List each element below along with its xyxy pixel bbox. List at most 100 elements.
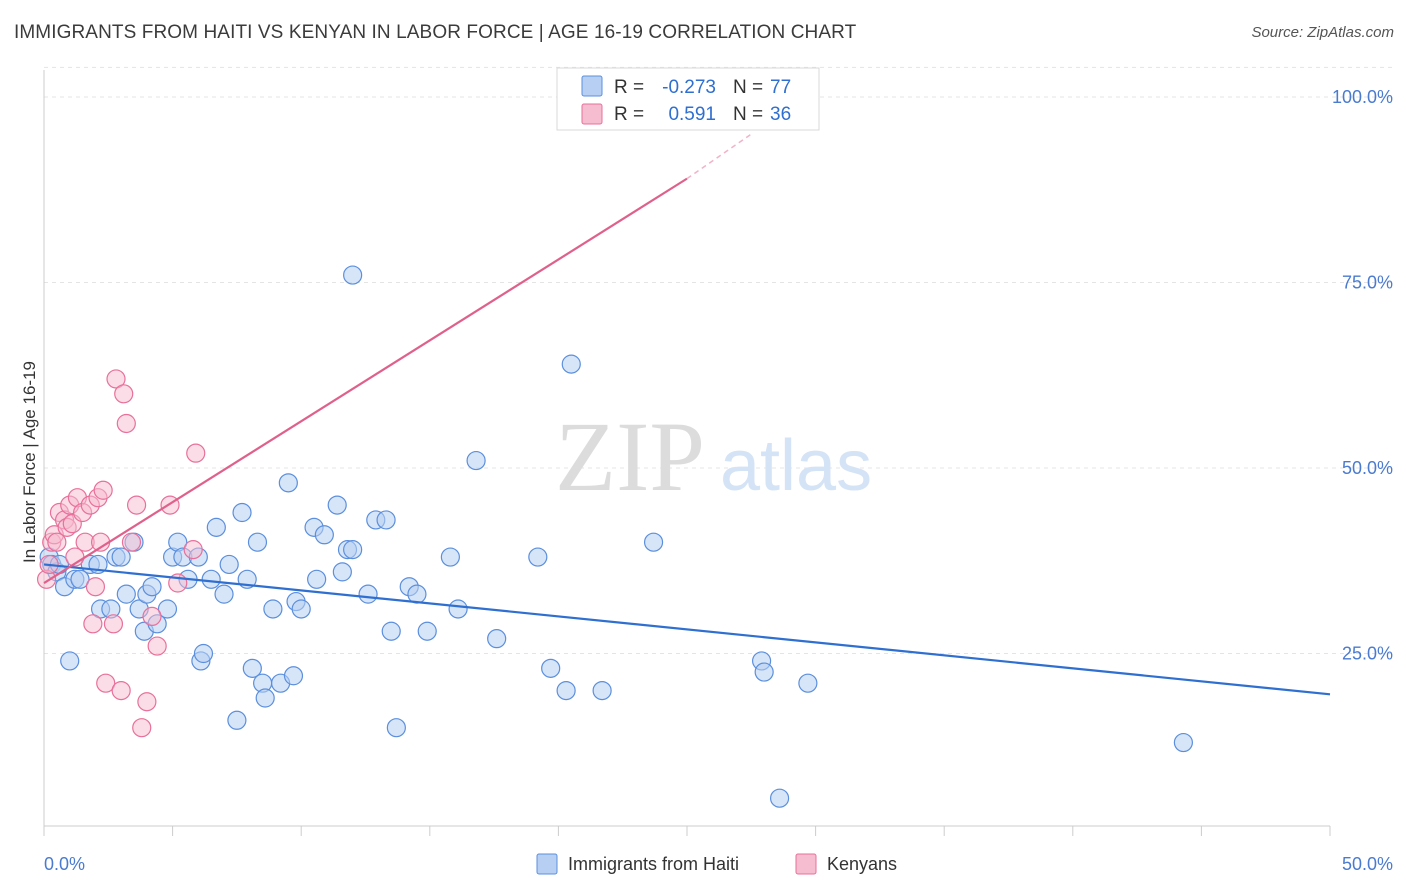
point-haiti	[528, 547, 548, 567]
legend-n-label-2: N =	[733, 104, 763, 125]
point-kenya	[147, 636, 167, 656]
y-tick-label: 75.0%	[1342, 273, 1393, 293]
point-haiti	[487, 629, 507, 649]
point-haiti	[278, 473, 298, 493]
x-tick-label: 50.0%	[1342, 854, 1393, 874]
y-tick-label: 50.0%	[1342, 458, 1393, 478]
point-haiti	[116, 584, 136, 604]
point-haiti	[343, 265, 363, 285]
point-kenya	[111, 680, 131, 701]
gridlines	[44, 66, 1392, 654]
x-tick-labels: 0.0% 50.0%	[44, 854, 1393, 874]
point-haiti	[440, 547, 460, 567]
point-haiti	[201, 569, 221, 589]
point-haiti	[798, 673, 818, 693]
point-haiti	[327, 495, 347, 515]
point-haiti	[314, 525, 334, 545]
trend-line-haiti	[43, 563, 1331, 696]
bottom-legend-kenya: Kenyans	[827, 854, 897, 874]
point-kenya	[116, 413, 136, 434]
point-haiti	[60, 651, 80, 671]
point-haiti	[214, 584, 234, 604]
point-kenya	[85, 577, 106, 597]
point-haiti	[448, 599, 468, 619]
bottom-legend-swatch-haiti	[536, 853, 558, 875]
point-haiti	[1173, 732, 1193, 753]
point-kenya	[96, 673, 116, 693]
point-kenya	[103, 614, 124, 634]
point-haiti	[111, 547, 131, 567]
point-haiti	[283, 666, 304, 686]
point-haiti	[227, 710, 247, 730]
y-tick-label: 100.0%	[1332, 87, 1393, 107]
point-haiti	[376, 510, 396, 530]
legend-swatch-kenya	[581, 103, 603, 125]
point-kenya	[183, 540, 203, 560]
point-kenya	[114, 384, 134, 404]
point-haiti	[70, 569, 90, 589]
point-kenya	[83, 614, 103, 634]
point-haiti	[332, 562, 352, 582]
point-kenya	[126, 495, 147, 515]
legend-r-value-1: -0.273	[662, 77, 716, 98]
point-haiti	[541, 658, 561, 678]
point-haiti	[291, 599, 311, 619]
y-axis-title: In Labor Force | Age 16-19	[20, 361, 39, 563]
point-haiti	[307, 569, 327, 589]
point-kenya	[93, 480, 113, 500]
bottom-legend-haiti: Immigrants from Haiti	[568, 854, 739, 874]
trend-lines	[43, 133, 1331, 696]
point-kenya	[106, 369, 126, 389]
point-haiti	[157, 599, 178, 619]
trend-line-kenya	[43, 177, 688, 584]
point-haiti	[263, 599, 283, 619]
point-kenya	[137, 692, 157, 712]
trend-line-kenya-extension	[686, 133, 752, 180]
watermark-zip: ZIP	[555, 401, 705, 512]
source-label: Source: ZipAtlas.com	[1251, 24, 1394, 41]
point-haiti	[358, 584, 378, 604]
stats-legend: R = -0.273 N = 77 R = 0.591 N = 36	[556, 67, 820, 131]
watermark: ZIP atlas	[555, 401, 872, 512]
legend-r-label-1: R =	[614, 77, 644, 98]
point-haiti	[142, 577, 162, 597]
legend-n-value-1: 77	[770, 77, 791, 98]
series-legend: Immigrants from Haiti Kenyans	[536, 853, 897, 875]
point-haiti	[193, 643, 214, 664]
point-haiti	[754, 662, 774, 682]
point-haiti	[206, 517, 226, 537]
axes	[43, 70, 1331, 836]
chart-title: IMMIGRANTS FROM HAITI VS KENYAN IN LABOR…	[14, 22, 857, 43]
point-kenya	[121, 532, 142, 552]
legend-r-label-2: R =	[614, 104, 644, 125]
point-haiti	[242, 658, 262, 678]
point-kenya	[142, 606, 162, 627]
legend-n-label-1: N =	[733, 77, 763, 98]
point-haiti	[556, 680, 576, 701]
point-haiti	[561, 354, 581, 374]
point-haiti	[343, 540, 363, 560]
watermark-atlas: atlas	[720, 426, 872, 506]
x-tick-label: 0.0%	[44, 854, 85, 874]
legend-n-value-2: 36	[770, 104, 791, 125]
point-kenya	[186, 443, 206, 463]
bottom-legend-swatch-kenya	[795, 853, 817, 875]
point-haiti	[381, 621, 401, 641]
point-haiti	[466, 450, 486, 471]
point-haiti	[386, 718, 406, 738]
y-tick-label: 25.0%	[1342, 644, 1393, 664]
legend-swatch-haiti	[581, 75, 603, 97]
point-kenya	[47, 532, 67, 552]
point-haiti	[219, 554, 239, 575]
point-haiti	[592, 680, 612, 701]
point-haiti	[769, 788, 790, 808]
point-haiti	[417, 621, 437, 641]
series-haiti-points	[39, 265, 1193, 808]
y-tick-labels: 25.0% 50.0% 75.0% 100.0%	[1332, 87, 1393, 664]
point-haiti	[232, 502, 252, 523]
point-haiti	[643, 532, 664, 552]
point-haiti	[247, 532, 268, 552]
point-haiti	[255, 688, 275, 708]
point-kenya	[132, 718, 152, 738]
